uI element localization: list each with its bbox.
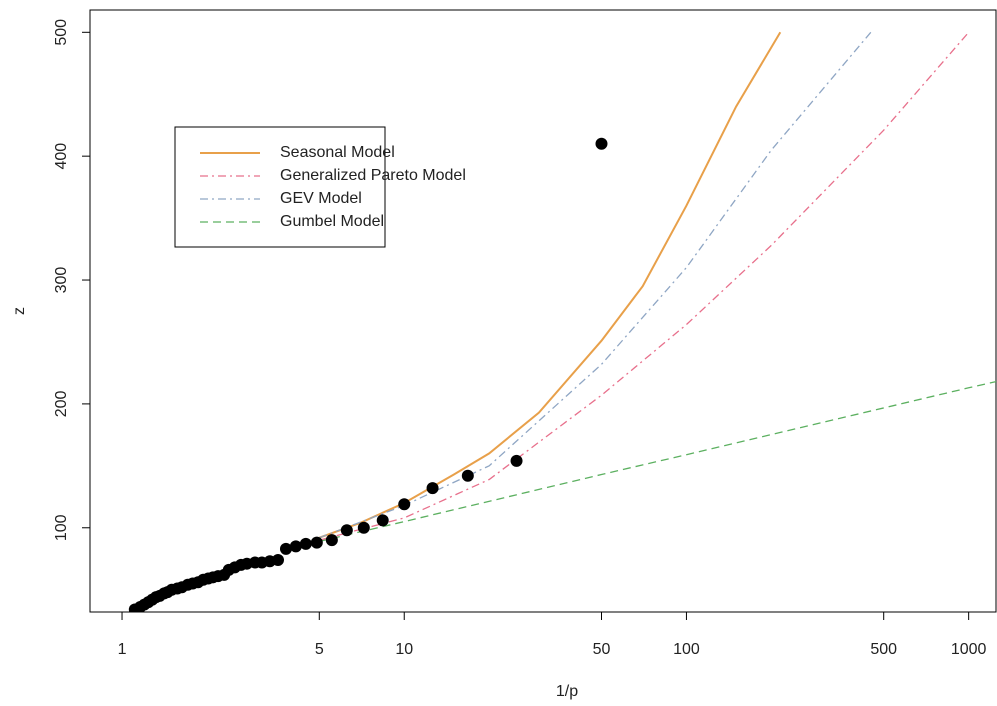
data-point [340, 524, 353, 537]
model-line [319, 31, 872, 539]
x-tick-label: 1 [118, 641, 127, 658]
model-line [319, 380, 996, 543]
y-tick-label: 300 [53, 267, 70, 294]
x-tick-label: 10 [395, 641, 413, 658]
data-point [325, 534, 338, 547]
data-point [299, 537, 312, 550]
data-point [595, 137, 608, 150]
y-tick-label: 100 [53, 514, 70, 541]
legend-box [174, 126, 386, 248]
x-tick-label: 5 [315, 641, 324, 658]
x-tick-label: 500 [870, 641, 897, 658]
data-point [461, 469, 474, 482]
plot-area [128, 31, 996, 612]
data-point [426, 482, 439, 495]
data-point [357, 521, 370, 534]
data-point [271, 553, 284, 566]
legend-label: Generalized Pareto Model [280, 167, 466, 184]
x-axis-label: 1/p [556, 683, 578, 700]
x-tick-label: 50 [593, 641, 611, 658]
y-tick-label: 400 [53, 143, 70, 170]
data-point [289, 540, 302, 553]
legend-label: Seasonal Model [280, 144, 395, 161]
y-tick-label: 200 [53, 390, 70, 417]
data-point [310, 536, 323, 549]
model-line [319, 31, 970, 541]
legend: Seasonal Model Generalized Pareto Model GE… [174, 126, 466, 248]
legend-label: Gumbel Model [280, 213, 384, 230]
x-tick-label: 100 [673, 641, 700, 658]
y-tick-label: 500 [53, 19, 70, 46]
y-axis-label: z [11, 307, 28, 315]
legend-label: GEV Model [280, 190, 362, 207]
data-point [279, 542, 292, 555]
model-line [318, 31, 782, 539]
x-tick-label: 1000 [951, 641, 987, 658]
plot-frame [89, 9, 997, 613]
data-point [510, 454, 523, 467]
data-point [398, 498, 411, 511]
data-point [376, 514, 389, 527]
